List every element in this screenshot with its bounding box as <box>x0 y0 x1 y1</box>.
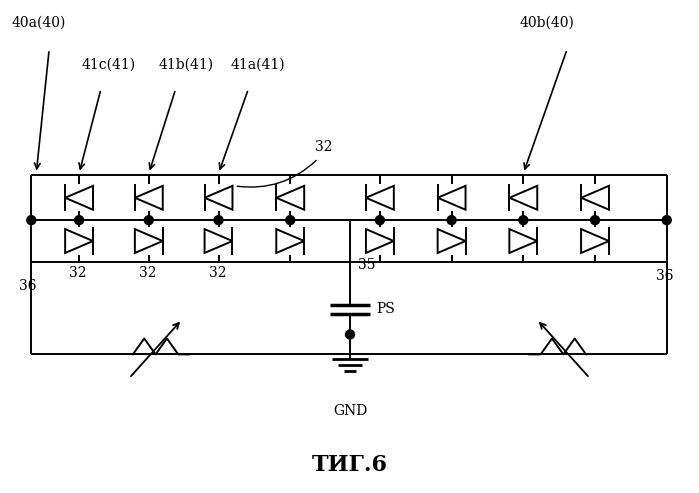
Text: 36: 36 <box>20 279 37 293</box>
Text: 32: 32 <box>69 266 87 280</box>
Circle shape <box>447 215 456 225</box>
Text: PS: PS <box>376 302 395 316</box>
Text: 36: 36 <box>656 269 673 283</box>
Text: 32: 32 <box>139 266 157 280</box>
Circle shape <box>345 330 354 339</box>
Text: 35: 35 <box>358 258 375 272</box>
Circle shape <box>27 215 36 225</box>
Circle shape <box>286 215 295 225</box>
Text: 41a(41): 41a(41) <box>231 58 285 72</box>
Text: 32: 32 <box>208 266 226 280</box>
Circle shape <box>214 215 223 225</box>
Circle shape <box>662 215 671 225</box>
Text: 41b(41): 41b(41) <box>159 58 214 72</box>
Text: 32: 32 <box>315 140 333 153</box>
Text: GND: GND <box>333 404 367 418</box>
Circle shape <box>75 215 84 225</box>
Text: 41c(41): 41c(41) <box>81 58 135 72</box>
Circle shape <box>375 215 384 225</box>
Circle shape <box>144 215 153 225</box>
Text: 40a(40): 40a(40) <box>11 15 66 29</box>
Text: ΤИГ.6: ΤИГ.6 <box>312 454 387 476</box>
Circle shape <box>591 215 600 225</box>
Text: 40b(40): 40b(40) <box>519 15 574 29</box>
Circle shape <box>519 215 528 225</box>
